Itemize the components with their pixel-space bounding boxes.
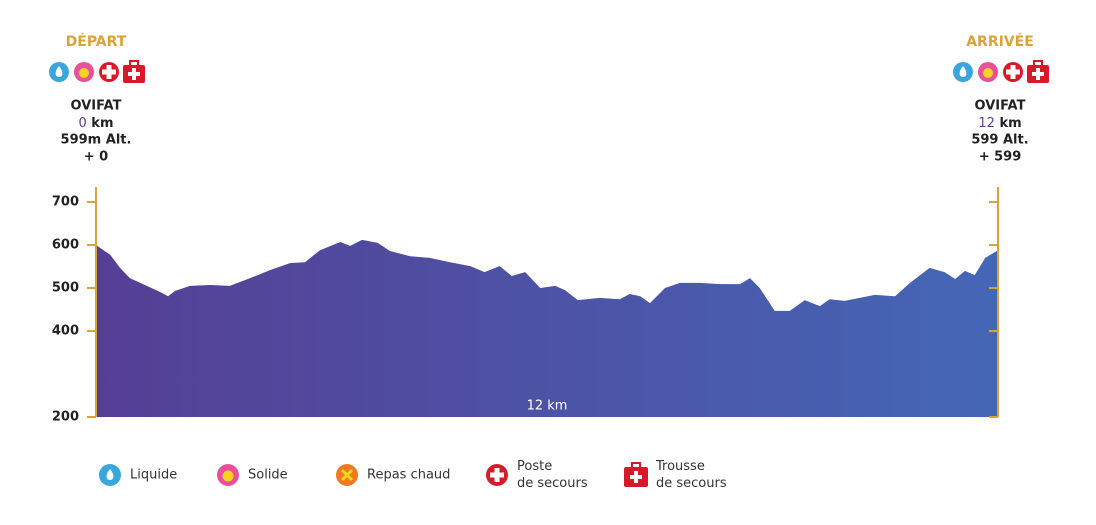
gain: + 0 <box>84 150 108 165</box>
y-tick-label: 600 <box>52 238 79 253</box>
y-tick-label: 700 <box>52 195 79 210</box>
icon-drop <box>99 464 121 486</box>
cross <box>1032 68 1044 80</box>
icon-apple <box>978 62 998 82</box>
legend-label: Trousse <box>655 459 705 474</box>
icon-kit <box>1027 60 1049 83</box>
cross <box>630 471 642 483</box>
apple <box>983 68 993 78</box>
drop <box>106 469 114 480</box>
icon-cross <box>1003 62 1023 82</box>
place: OVIFAT <box>71 99 122 114</box>
unit: km <box>999 116 1021 131</box>
icon-apple <box>217 464 239 486</box>
x-label: 12 km <box>527 399 568 414</box>
cross <box>128 68 140 80</box>
legend-label: Solide <box>248 468 288 483</box>
unit: km <box>91 116 113 131</box>
distance-line: 12 km <box>978 116 1021 131</box>
elevation-area <box>96 239 998 417</box>
header-title: DÉPART <box>66 33 127 50</box>
drop <box>959 66 967 77</box>
apple <box>222 470 234 482</box>
cross <box>1006 65 1020 79</box>
icon-cross <box>486 464 508 486</box>
cross <box>102 65 116 79</box>
altitude: 599 Alt. <box>971 133 1028 148</box>
cross <box>490 468 504 482</box>
icon-drop <box>49 62 69 82</box>
header-title: ARRIVÉE <box>966 33 1034 50</box>
x <box>340 468 354 482</box>
distance: 0 <box>78 116 86 131</box>
legend-label: Poste <box>517 459 552 474</box>
y-tick-label: 400 <box>52 324 79 339</box>
icon-meal <box>336 464 358 486</box>
y-tick-label: 200 <box>52 410 79 425</box>
distance-line: 0 km <box>78 116 113 131</box>
y-tick-label: 500 <box>52 281 79 296</box>
altitude: 599m Alt. <box>61 133 132 148</box>
icon-kit <box>624 462 648 487</box>
distance: 12 <box>978 116 995 131</box>
icon-kit <box>123 60 145 83</box>
icon-cross <box>99 62 119 82</box>
legend-label: Repas chaud <box>367 468 450 483</box>
place: OVIFAT <box>975 99 1026 114</box>
legend-label: de secours <box>517 476 588 491</box>
legend-label: de secours <box>656 476 727 491</box>
icon-apple <box>74 62 94 82</box>
icon-drop <box>953 62 973 82</box>
legend-label: Liquide <box>130 468 177 483</box>
gain: + 599 <box>979 150 1022 165</box>
apple <box>79 68 89 78</box>
drop <box>55 66 63 77</box>
